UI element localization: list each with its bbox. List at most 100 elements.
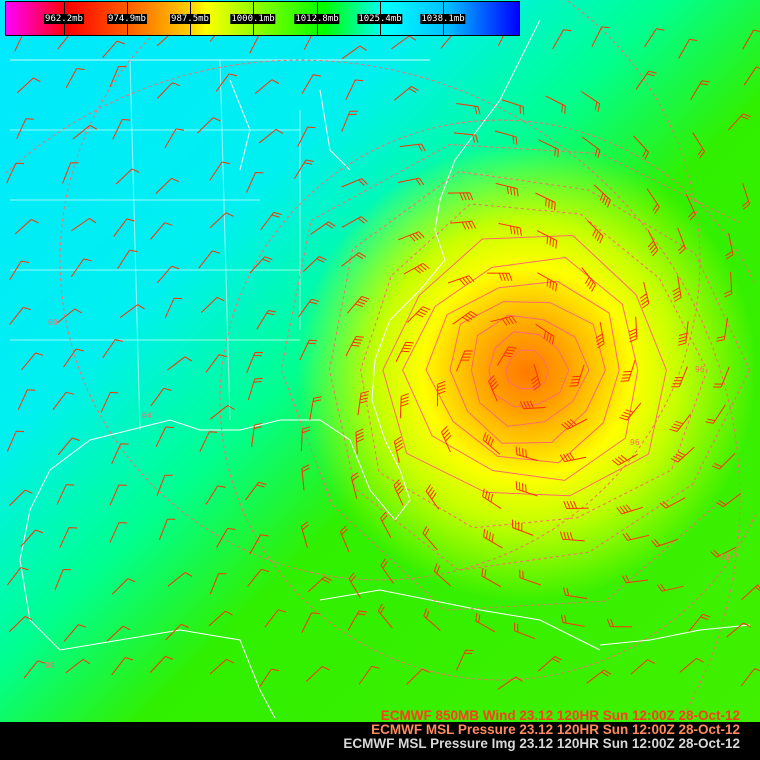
wind-barb <box>57 437 80 456</box>
wind-barb <box>7 567 29 586</box>
contour-label: 96 <box>695 365 705 374</box>
wind-barb <box>355 428 365 455</box>
wind-barb <box>536 230 558 249</box>
wind-barb <box>393 436 404 463</box>
wind-barb <box>377 603 393 629</box>
footer-pressure-img-label: ECMWF MSL Pressure Img 23.12 120HR Sun 1… <box>343 736 740 751</box>
wind-barb <box>215 73 238 92</box>
wind-barb <box>301 612 320 633</box>
wind-barb <box>672 275 682 302</box>
wind-barb <box>345 336 364 357</box>
wind-barb <box>496 346 517 367</box>
wind-barb <box>713 366 730 388</box>
wind-barb <box>646 188 660 214</box>
isobar <box>360 203 708 529</box>
wind-barb <box>70 258 92 278</box>
wind-barb <box>581 267 596 292</box>
isobar <box>382 234 667 497</box>
wind-barb <box>156 82 180 99</box>
wind-barb <box>341 178 368 188</box>
wind-barb <box>249 33 268 54</box>
wind-barb <box>399 393 409 419</box>
wind-barb <box>260 211 282 231</box>
wind-barb <box>621 575 649 584</box>
wind-barb <box>216 527 236 548</box>
wind-barb <box>563 500 589 510</box>
wind-barb <box>447 192 474 201</box>
wind-barb <box>552 29 572 50</box>
wind-barb <box>209 212 234 229</box>
wind-barb <box>519 400 546 410</box>
wind-barb <box>106 625 131 642</box>
isobar <box>5 59 741 721</box>
wind-barb <box>450 220 477 230</box>
wind-barb <box>569 364 585 387</box>
wind-barb <box>512 519 534 536</box>
isobar <box>59 0 701 581</box>
wind-barb <box>167 356 193 371</box>
wind-barb <box>112 119 131 140</box>
wind-barb <box>119 304 145 319</box>
wind-barb <box>498 222 522 236</box>
wind-barb <box>593 184 611 208</box>
wind-barb <box>633 135 649 160</box>
wind-barb <box>711 453 736 470</box>
wind-barb <box>350 472 359 499</box>
wind-barb <box>300 521 309 548</box>
wind-barb <box>254 79 280 95</box>
wind-barb <box>611 453 638 466</box>
wind-barb <box>519 569 541 586</box>
wind-barb <box>209 161 230 181</box>
wind-barb <box>348 572 361 599</box>
wind-barb <box>433 563 451 587</box>
wind-barb <box>380 558 395 584</box>
wind-barb <box>537 656 563 672</box>
wind-barb <box>54 569 72 591</box>
wind-barb <box>436 380 446 407</box>
wind-barb <box>628 316 638 343</box>
wind-barb <box>647 230 659 257</box>
wind-barb <box>52 391 75 411</box>
wind-barb <box>208 610 233 627</box>
wind-barb <box>399 143 426 152</box>
wind-barb <box>6 430 25 452</box>
wind-barb <box>639 281 650 309</box>
colorbar-label: 1012.8mb <box>294 14 340 24</box>
isobar <box>402 256 639 481</box>
contour-label: 04 <box>142 411 152 420</box>
wind-barb <box>249 534 269 555</box>
wind-barb <box>622 532 650 541</box>
wind-barb <box>158 518 176 540</box>
wind-barb <box>651 539 678 548</box>
wind-barb <box>113 218 135 237</box>
wind-barb <box>514 622 536 640</box>
wind-barb <box>309 396 322 420</box>
wind-barb <box>111 578 136 595</box>
isobar <box>280 143 741 611</box>
wind-barb <box>251 422 263 448</box>
wind-barb <box>9 489 33 506</box>
wind-barb <box>164 128 184 149</box>
isobar <box>425 280 620 464</box>
wind-barb <box>347 610 368 631</box>
wind-barb <box>742 29 760 50</box>
wind-barb <box>65 659 91 674</box>
wind-barb <box>17 389 36 411</box>
wind-barb <box>559 531 585 542</box>
wind-barb <box>705 404 726 424</box>
wind-barb <box>616 504 643 515</box>
wind-barb <box>635 70 657 90</box>
map-overlay: 96 96 00 00 04 08 <box>5 0 760 721</box>
colorbar-label: 974.9mb <box>107 14 147 24</box>
wind-barb <box>685 194 696 221</box>
wind-barb <box>483 528 503 549</box>
wind-barb <box>670 446 695 463</box>
wind-barb <box>606 619 633 628</box>
wind-barb <box>741 584 760 601</box>
wind-barb <box>677 227 686 255</box>
wind-barb <box>456 350 473 372</box>
colorbar-label: 1000.1mb <box>230 14 276 24</box>
wind-barb <box>395 341 414 363</box>
wind-barb <box>100 391 119 413</box>
wind-barb <box>582 136 601 159</box>
